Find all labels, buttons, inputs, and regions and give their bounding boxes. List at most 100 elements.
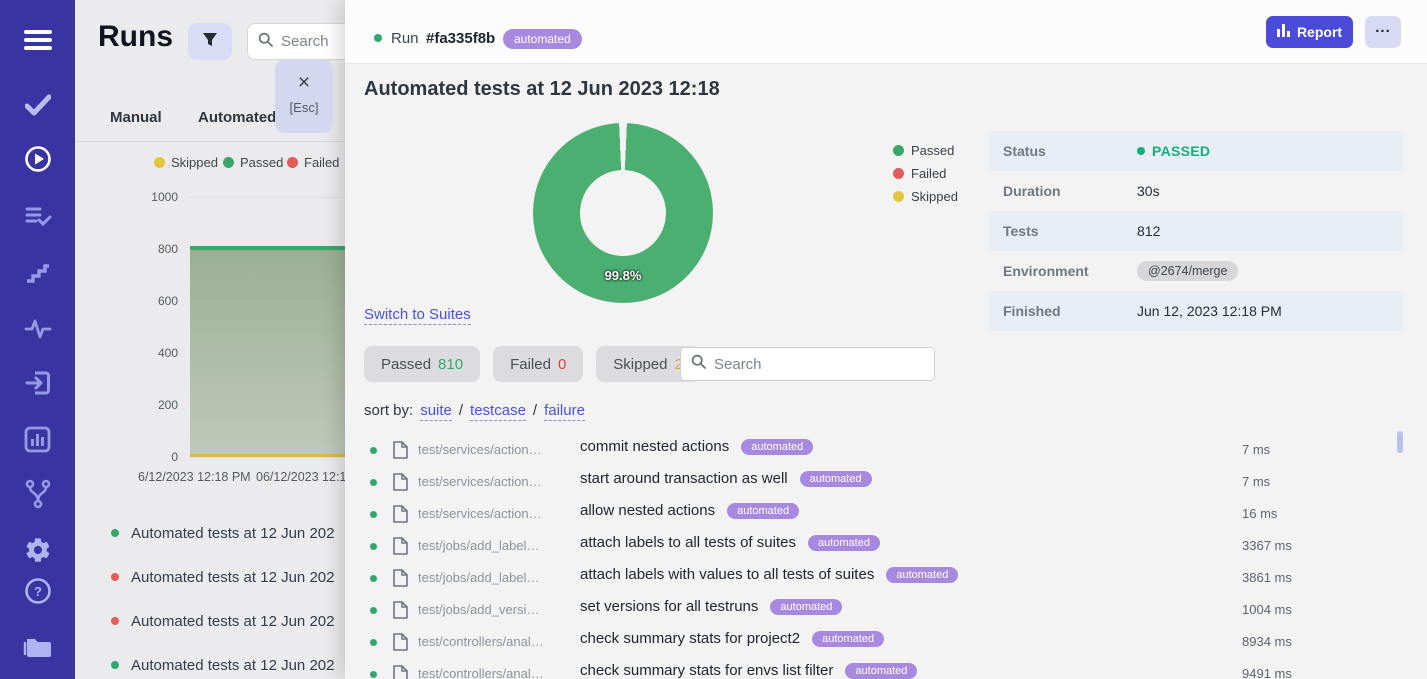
test-row[interactable]: test/services/action… start around trans… bbox=[345, 466, 1427, 498]
test-path: test/services/action… bbox=[418, 474, 542, 489]
test-row[interactable]: test/services/action… allow nested actio… bbox=[345, 498, 1427, 530]
y-tick: 400 bbox=[157, 346, 178, 360]
donut-legend-passed: Passed bbox=[893, 143, 954, 158]
run-status-dot bbox=[111, 617, 119, 625]
filter-label: Failed bbox=[510, 355, 551, 373]
test-row[interactable]: test/controllers/anal… check summary sta… bbox=[345, 658, 1427, 679]
report-button[interactable]: Report bbox=[1266, 16, 1353, 48]
test-title[interactable]: start around transaction as well bbox=[580, 470, 788, 487]
test-row[interactable]: test/jobs/add_label… attach labels to al… bbox=[345, 530, 1427, 562]
help-icon[interactable]: ? bbox=[23, 576, 53, 606]
passed-dot-icon bbox=[893, 145, 904, 156]
report-label: Report bbox=[1296, 24, 1343, 40]
y-tick: 200 bbox=[157, 398, 178, 412]
test-duration: 16 ms bbox=[1242, 506, 1278, 521]
file-icon bbox=[393, 441, 408, 464]
sort-prefix: sort by: bbox=[364, 402, 414, 419]
run-label[interactable]: Automated tests at 12 Jun 202 bbox=[131, 568, 335, 586]
results-donut-chart bbox=[533, 123, 713, 303]
switch-to-suites-link[interactable]: Switch to Suites bbox=[364, 306, 471, 325]
sort-separator: / bbox=[458, 402, 464, 419]
test-title[interactable]: check summary stats for project2 bbox=[580, 630, 801, 647]
menu-icon[interactable] bbox=[23, 25, 53, 55]
file-icon bbox=[393, 569, 408, 592]
environment-badge: @2674/merge bbox=[1137, 261, 1239, 281]
passed-dot-icon bbox=[223, 157, 234, 168]
filter-button[interactable] bbox=[188, 23, 232, 60]
test-badge: automated bbox=[770, 598, 843, 615]
test-path: test/jobs/add_label… bbox=[418, 570, 540, 585]
detail-label: Environment bbox=[1003, 263, 1089, 279]
run-list-item[interactable]: Automated tests at 12 Jun 202 bbox=[111, 522, 351, 544]
sort-by-failure-link[interactable]: failure bbox=[544, 402, 585, 421]
test-title[interactable]: set versions for all testruns bbox=[580, 598, 759, 615]
run-label[interactable]: Automated tests at 12 Jun 202 bbox=[131, 524, 335, 542]
test-badge: automated bbox=[845, 662, 918, 679]
file-icon bbox=[393, 601, 408, 624]
test-title[interactable]: attach labels with values to all tests o… bbox=[580, 566, 875, 583]
run-label[interactable]: Automated tests at 12 Jun 202 bbox=[131, 656, 335, 674]
test-path: test/jobs/add_versi… bbox=[418, 602, 540, 617]
run-label[interactable]: Automated tests at 12 Jun 202 bbox=[131, 612, 335, 630]
run-status-dot bbox=[111, 573, 119, 581]
run-list-item[interactable]: Automated tests at 12 Jun 202 bbox=[111, 566, 351, 588]
import-icon[interactable] bbox=[23, 368, 53, 398]
test-badge: automated bbox=[727, 502, 800, 519]
branch-icon[interactable] bbox=[23, 479, 53, 509]
test-duration: 7 ms bbox=[1242, 442, 1271, 457]
drawer-scrollbar-thumb[interactable] bbox=[1397, 431, 1403, 453]
folder-icon[interactable] bbox=[23, 631, 53, 661]
legend-label: Failed bbox=[911, 166, 947, 181]
detail-label: Duration bbox=[1003, 183, 1061, 199]
tab-manual[interactable]: Manual bbox=[110, 109, 162, 126]
sort-by-testcase-link[interactable]: testcase bbox=[470, 402, 526, 421]
tests-search[interactable] bbox=[680, 347, 935, 381]
gear-icon[interactable] bbox=[23, 535, 53, 565]
close-icon[interactable]: × bbox=[297, 71, 311, 94]
run-word: Run bbox=[391, 30, 419, 47]
play-circle-icon[interactable] bbox=[23, 144, 53, 174]
run-list-item[interactable]: Automated tests at 12 Jun 202 bbox=[111, 610, 351, 632]
legend-label: Skipped bbox=[171, 155, 218, 170]
donut-legend-skipped: Skipped bbox=[893, 189, 958, 204]
detail-label: Status bbox=[1003, 143, 1046, 159]
passed-dot-icon bbox=[370, 447, 377, 454]
file-icon bbox=[393, 473, 408, 496]
passed-dot-icon bbox=[370, 639, 377, 646]
test-title[interactable]: allow nested actions bbox=[580, 502, 716, 519]
pulse-icon[interactable] bbox=[23, 313, 53, 343]
test-title[interactable]: commit nested actions bbox=[580, 438, 730, 455]
test-badge: automated bbox=[812, 630, 885, 647]
test-badge: automated bbox=[799, 470, 872, 487]
filter-failed-button[interactable]: Failed 0 bbox=[493, 346, 584, 382]
tab-automated[interactable]: Automated bbox=[198, 109, 277, 126]
check-icon[interactable] bbox=[23, 90, 53, 120]
skipped-dot-icon bbox=[154, 157, 165, 168]
test-row[interactable]: test/jobs/add_versi… set versions for al… bbox=[345, 594, 1427, 626]
passed-dot-icon bbox=[1137, 147, 1145, 155]
x-tick: 6/12/2023 12:18 PM bbox=[138, 470, 251, 484]
search-input[interactable] bbox=[714, 355, 924, 373]
list-check-icon[interactable] bbox=[23, 201, 53, 231]
more-actions-button[interactable]: ... bbox=[1365, 16, 1401, 48]
test-badge: automated bbox=[807, 534, 880, 551]
steps-icon[interactable] bbox=[23, 257, 53, 287]
bar-chart-box-icon[interactable] bbox=[23, 424, 53, 454]
test-row[interactable]: test/controllers/anal… check summary sta… bbox=[345, 626, 1427, 658]
test-path: test/controllers/anal… bbox=[418, 634, 544, 649]
test-title[interactable]: attach labels to all tests of suites bbox=[580, 534, 796, 551]
sort-by-suite-link[interactable]: suite bbox=[420, 402, 452, 421]
run-list-item[interactable]: Automated tests at 12 Jun 202 bbox=[111, 654, 351, 676]
test-row[interactable]: test/services/action… commit nested acti… bbox=[345, 434, 1427, 466]
drawer-header: Run #fa335f8b automated Report ... bbox=[345, 0, 1427, 64]
close-drawer-button[interactable]: × [Esc] bbox=[275, 59, 333, 133]
filter-passed-button[interactable]: Passed 810 bbox=[364, 346, 481, 382]
test-badge: automated bbox=[741, 438, 814, 455]
detail-row-environment: Environment @2674/merge bbox=[989, 251, 1403, 291]
donut-hole bbox=[580, 170, 666, 256]
detail-row-duration: Duration 30s bbox=[989, 171, 1403, 211]
test-title[interactable]: check summary stats for envs list filter bbox=[580, 662, 834, 679]
detail-row-finished: Finished Jun 12, 2023 12:18 PM bbox=[989, 291, 1403, 331]
status-value: PASSED bbox=[1152, 143, 1211, 159]
test-row[interactable]: test/jobs/add_label… attach labels with … bbox=[345, 562, 1427, 594]
